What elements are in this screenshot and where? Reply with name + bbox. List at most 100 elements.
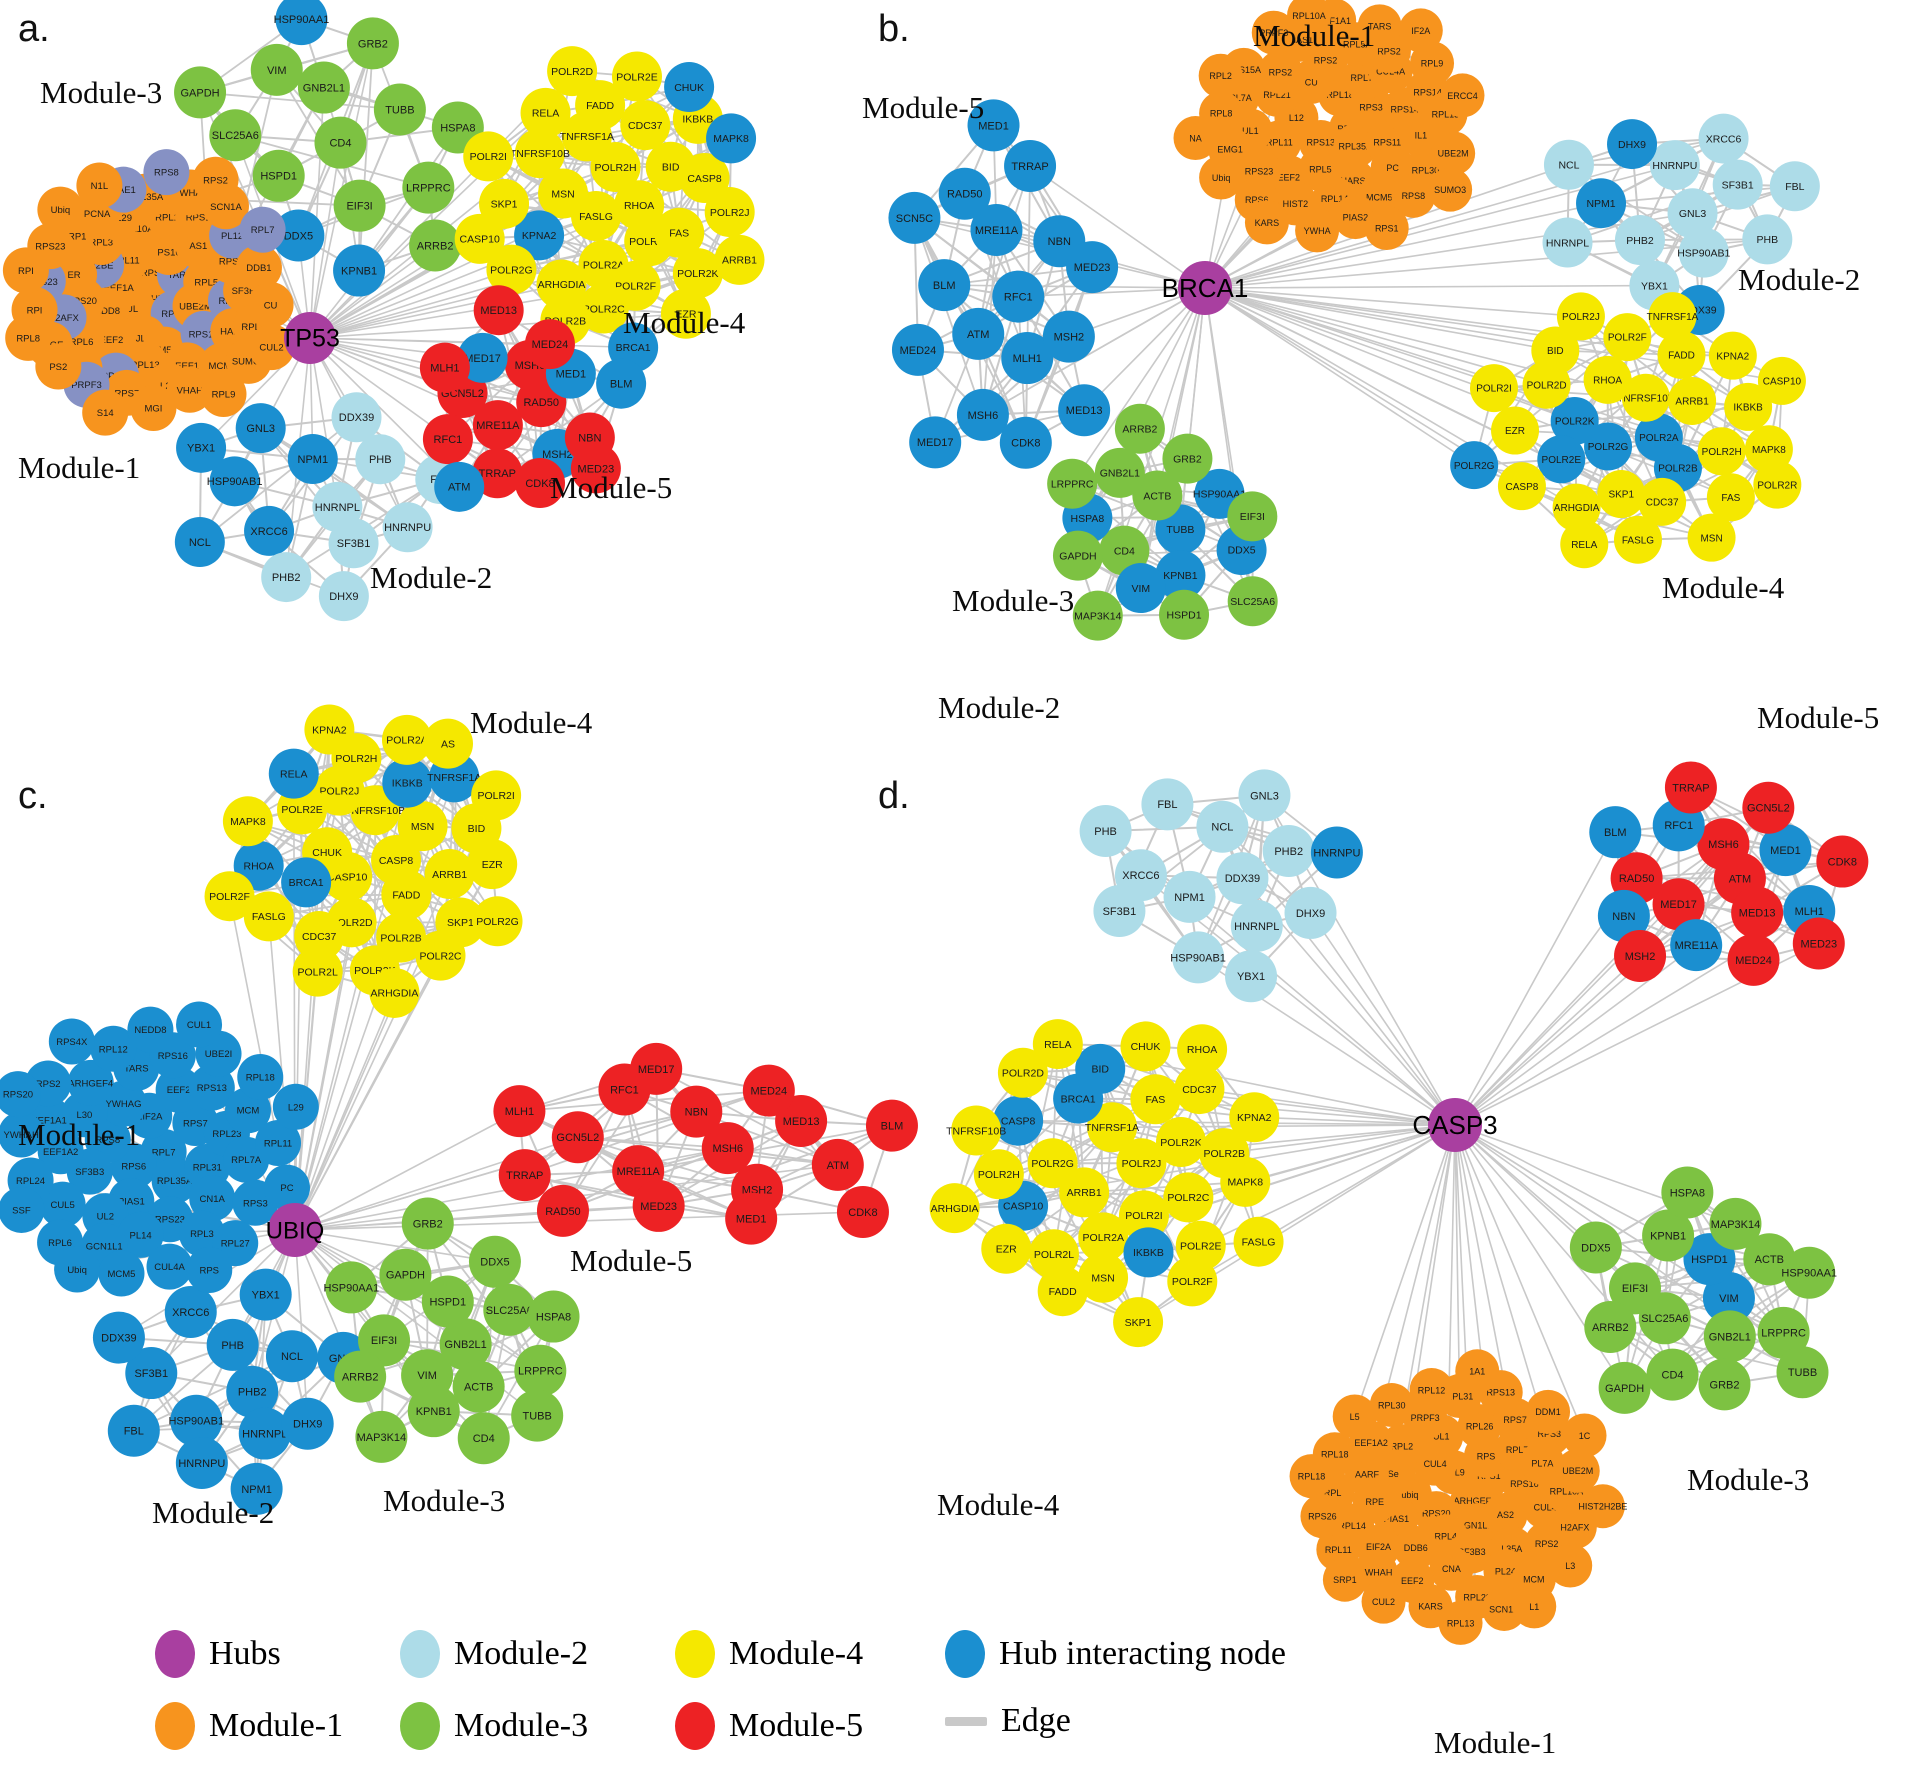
node-circle[interactable] — [1032, 1019, 1083, 1070]
node-circle[interactable] — [1114, 403, 1165, 454]
network-node[interactable]: HSPD1 — [1159, 589, 1210, 640]
node-circle[interactable] — [706, 113, 757, 164]
node-circle[interactable] — [222, 796, 273, 847]
node-circle[interactable] — [0, 1186, 45, 1233]
network-node[interactable]: XRCC6 — [244, 505, 295, 556]
node-circle[interactable] — [419, 342, 470, 393]
node-circle[interactable] — [292, 946, 343, 997]
node-circle[interactable] — [483, 1283, 536, 1336]
node-circle[interactable] — [1491, 406, 1540, 455]
node-circle[interactable] — [632, 1179, 685, 1232]
node-circle[interactable] — [1603, 313, 1652, 362]
network-node[interactable]: ATM — [434, 461, 485, 512]
node-circle[interactable] — [511, 1389, 564, 1442]
network-node[interactable]: MED23 — [570, 443, 621, 494]
node-circle[interactable] — [407, 1385, 460, 1438]
node-circle[interactable] — [373, 83, 426, 136]
network-node[interactable]: XRCC6 — [1698, 113, 1749, 164]
node-circle[interactable] — [244, 505, 295, 556]
network-node[interactable]: MED24 — [742, 1064, 795, 1117]
node-circle[interactable] — [1001, 332, 1054, 385]
network-node[interactable]: GAPDH — [174, 66, 227, 119]
module1-node[interactable]: Ubiq — [1199, 155, 1244, 200]
network-node[interactable]: TUBB — [511, 1389, 564, 1442]
network-node[interactable]: POLR2G — [1584, 422, 1633, 471]
network-node[interactable]: KPNA2 — [514, 210, 565, 261]
network-node[interactable]: GNL3 — [1667, 188, 1718, 239]
network-node[interactable]: CDC37 — [294, 911, 345, 962]
node-circle[interactable] — [238, 1407, 291, 1460]
node-circle[interactable] — [67, 1059, 114, 1106]
hub-circle[interactable] — [1428, 1098, 1482, 1152]
node-circle[interactable] — [304, 704, 355, 755]
node-circle[interactable] — [2, 247, 49, 294]
node-circle[interactable] — [1262, 824, 1315, 877]
node-circle[interactable] — [1526, 1389, 1571, 1434]
node-circle[interactable] — [493, 1085, 546, 1138]
node-circle[interactable] — [1093, 884, 1146, 937]
node-circle[interactable] — [424, 849, 475, 900]
node-circle[interactable] — [1687, 513, 1736, 562]
node-circle[interactable] — [1163, 870, 1216, 923]
network-node[interactable]: RFC1 — [992, 270, 1045, 323]
node-circle[interactable] — [1047, 458, 1098, 509]
node-circle[interactable] — [1667, 188, 1718, 239]
node-circle[interactable] — [486, 244, 537, 295]
node-circle[interactable] — [355, 1410, 408, 1463]
network-node[interactable]: EIF3I — [1227, 491, 1278, 542]
node-circle[interactable] — [611, 51, 662, 102]
node-circle[interactable] — [1724, 382, 1773, 431]
node-circle[interactable] — [865, 1099, 918, 1152]
network-node[interactable]: CASP8 — [993, 1095, 1044, 1146]
network-node[interactable]: GRB2 — [1162, 433, 1213, 484]
network-node[interactable]: HNRNPU — [1649, 140, 1700, 191]
node-circle[interactable] — [1322, 1557, 1367, 1602]
network-node[interactable]: POLR2I — [1469, 364, 1518, 413]
node-circle[interactable] — [209, 456, 260, 507]
node-circle[interactable] — [1742, 214, 1793, 265]
network-node[interactable]: DDX5 — [1569, 1221, 1622, 1274]
node-circle[interactable] — [117, 1211, 164, 1258]
network-node[interactable]: MRE11A — [970, 203, 1023, 256]
network-node[interactable]: SKP1 — [479, 178, 530, 229]
network-node[interactable]: CDC37 — [620, 100, 671, 151]
network-node[interactable]: PHB — [1079, 805, 1132, 858]
node-circle[interactable] — [37, 186, 84, 233]
network-node[interactable]: MED13 — [1731, 886, 1784, 939]
node-circle[interactable] — [328, 518, 379, 569]
network-node[interactable]: SLC25A6 — [1227, 576, 1278, 627]
node-circle[interactable] — [654, 207, 705, 258]
node-circle[interactable] — [130, 384, 177, 431]
network-node[interactable]: POLR2C — [578, 283, 629, 334]
node-circle[interactable] — [1332, 1394, 1377, 1439]
module1-node[interactable]: RPS20 — [0, 1071, 41, 1118]
network-node[interactable]: MAP3K14 — [355, 1410, 408, 1463]
network-node[interactable]: HSPD1 — [252, 149, 305, 202]
node-circle[interactable] — [578, 283, 629, 334]
network-node[interactable]: TRRAP — [1664, 761, 1717, 814]
network-node[interactable]: YBX1 — [1225, 950, 1278, 1003]
node-circle[interactable] — [333, 179, 386, 232]
network-node[interactable]: LRPPRC — [1757, 1306, 1810, 1359]
network-node[interactable]: XRCC6 — [164, 1285, 217, 1338]
network-node[interactable]: KPNB1 — [333, 244, 386, 297]
node-circle[interactable] — [1702, 1272, 1755, 1325]
network-node[interactable]: FAS — [654, 207, 705, 258]
node-circle[interactable] — [514, 1344, 567, 1397]
module1-node[interactable]: RPL11 — [255, 1119, 302, 1166]
node-circle[interactable] — [1706, 473, 1755, 522]
node-circle[interactable] — [1614, 215, 1665, 266]
network-node[interactable]: FADD — [381, 869, 432, 920]
network-node[interactable]: DHX9 — [1607, 119, 1658, 170]
network-node[interactable]: ARRB2 — [1584, 1301, 1637, 1354]
node-circle[interactable] — [1227, 576, 1278, 627]
network-node[interactable]: CHUK — [1120, 1021, 1171, 1072]
node-circle[interactable] — [1542, 217, 1593, 268]
network-node[interactable]: LRPPRC — [1047, 458, 1098, 509]
node-circle[interactable] — [1162, 433, 1213, 484]
node-circle[interactable] — [166, 366, 213, 413]
network-node[interactable]: MSH6 — [1697, 818, 1750, 871]
network-node[interactable]: PHB2 — [226, 1365, 279, 1418]
node-circle[interactable] — [454, 213, 505, 264]
node-circle[interactable] — [155, 1066, 202, 1113]
